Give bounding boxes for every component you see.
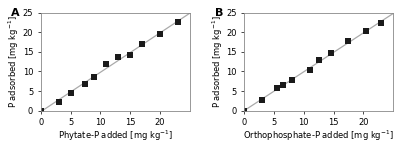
Point: [127, 54, 133, 56]
Y-axis label: P adsorbed [mg kg$^{-1}$]: P adsorbed [mg kg$^{-1}$]: [210, 15, 225, 108]
Point: [316, 59, 322, 62]
Point: [56, 100, 62, 103]
Point: [174, 21, 181, 23]
Point: [306, 69, 313, 71]
Y-axis label: P adsorbed [mg kg$^{-1}$]: P adsorbed [mg kg$^{-1}$]: [7, 15, 21, 108]
Point: [274, 87, 280, 89]
Text: A: A: [11, 8, 20, 18]
Point: [103, 63, 110, 66]
Point: [280, 84, 286, 86]
Point: [259, 99, 265, 101]
Point: [38, 110, 44, 112]
Point: [82, 83, 89, 85]
Point: [139, 43, 145, 46]
Point: [241, 110, 248, 112]
Point: [115, 55, 122, 58]
X-axis label: Orthophosphate-P added [mg kg$^{-1}$]: Orthophosphate-P added [mg kg$^{-1}$]: [243, 129, 394, 143]
Text: B: B: [215, 8, 223, 18]
Point: [157, 33, 163, 35]
Point: [91, 75, 98, 78]
Point: [345, 40, 352, 42]
Point: [378, 22, 384, 24]
Point: [68, 92, 74, 94]
Point: [327, 52, 334, 55]
X-axis label: Phytate-P added [mg kg$^{-1}$]: Phytate-P added [mg kg$^{-1}$]: [58, 129, 173, 143]
Point: [289, 79, 295, 81]
Point: [363, 30, 370, 32]
